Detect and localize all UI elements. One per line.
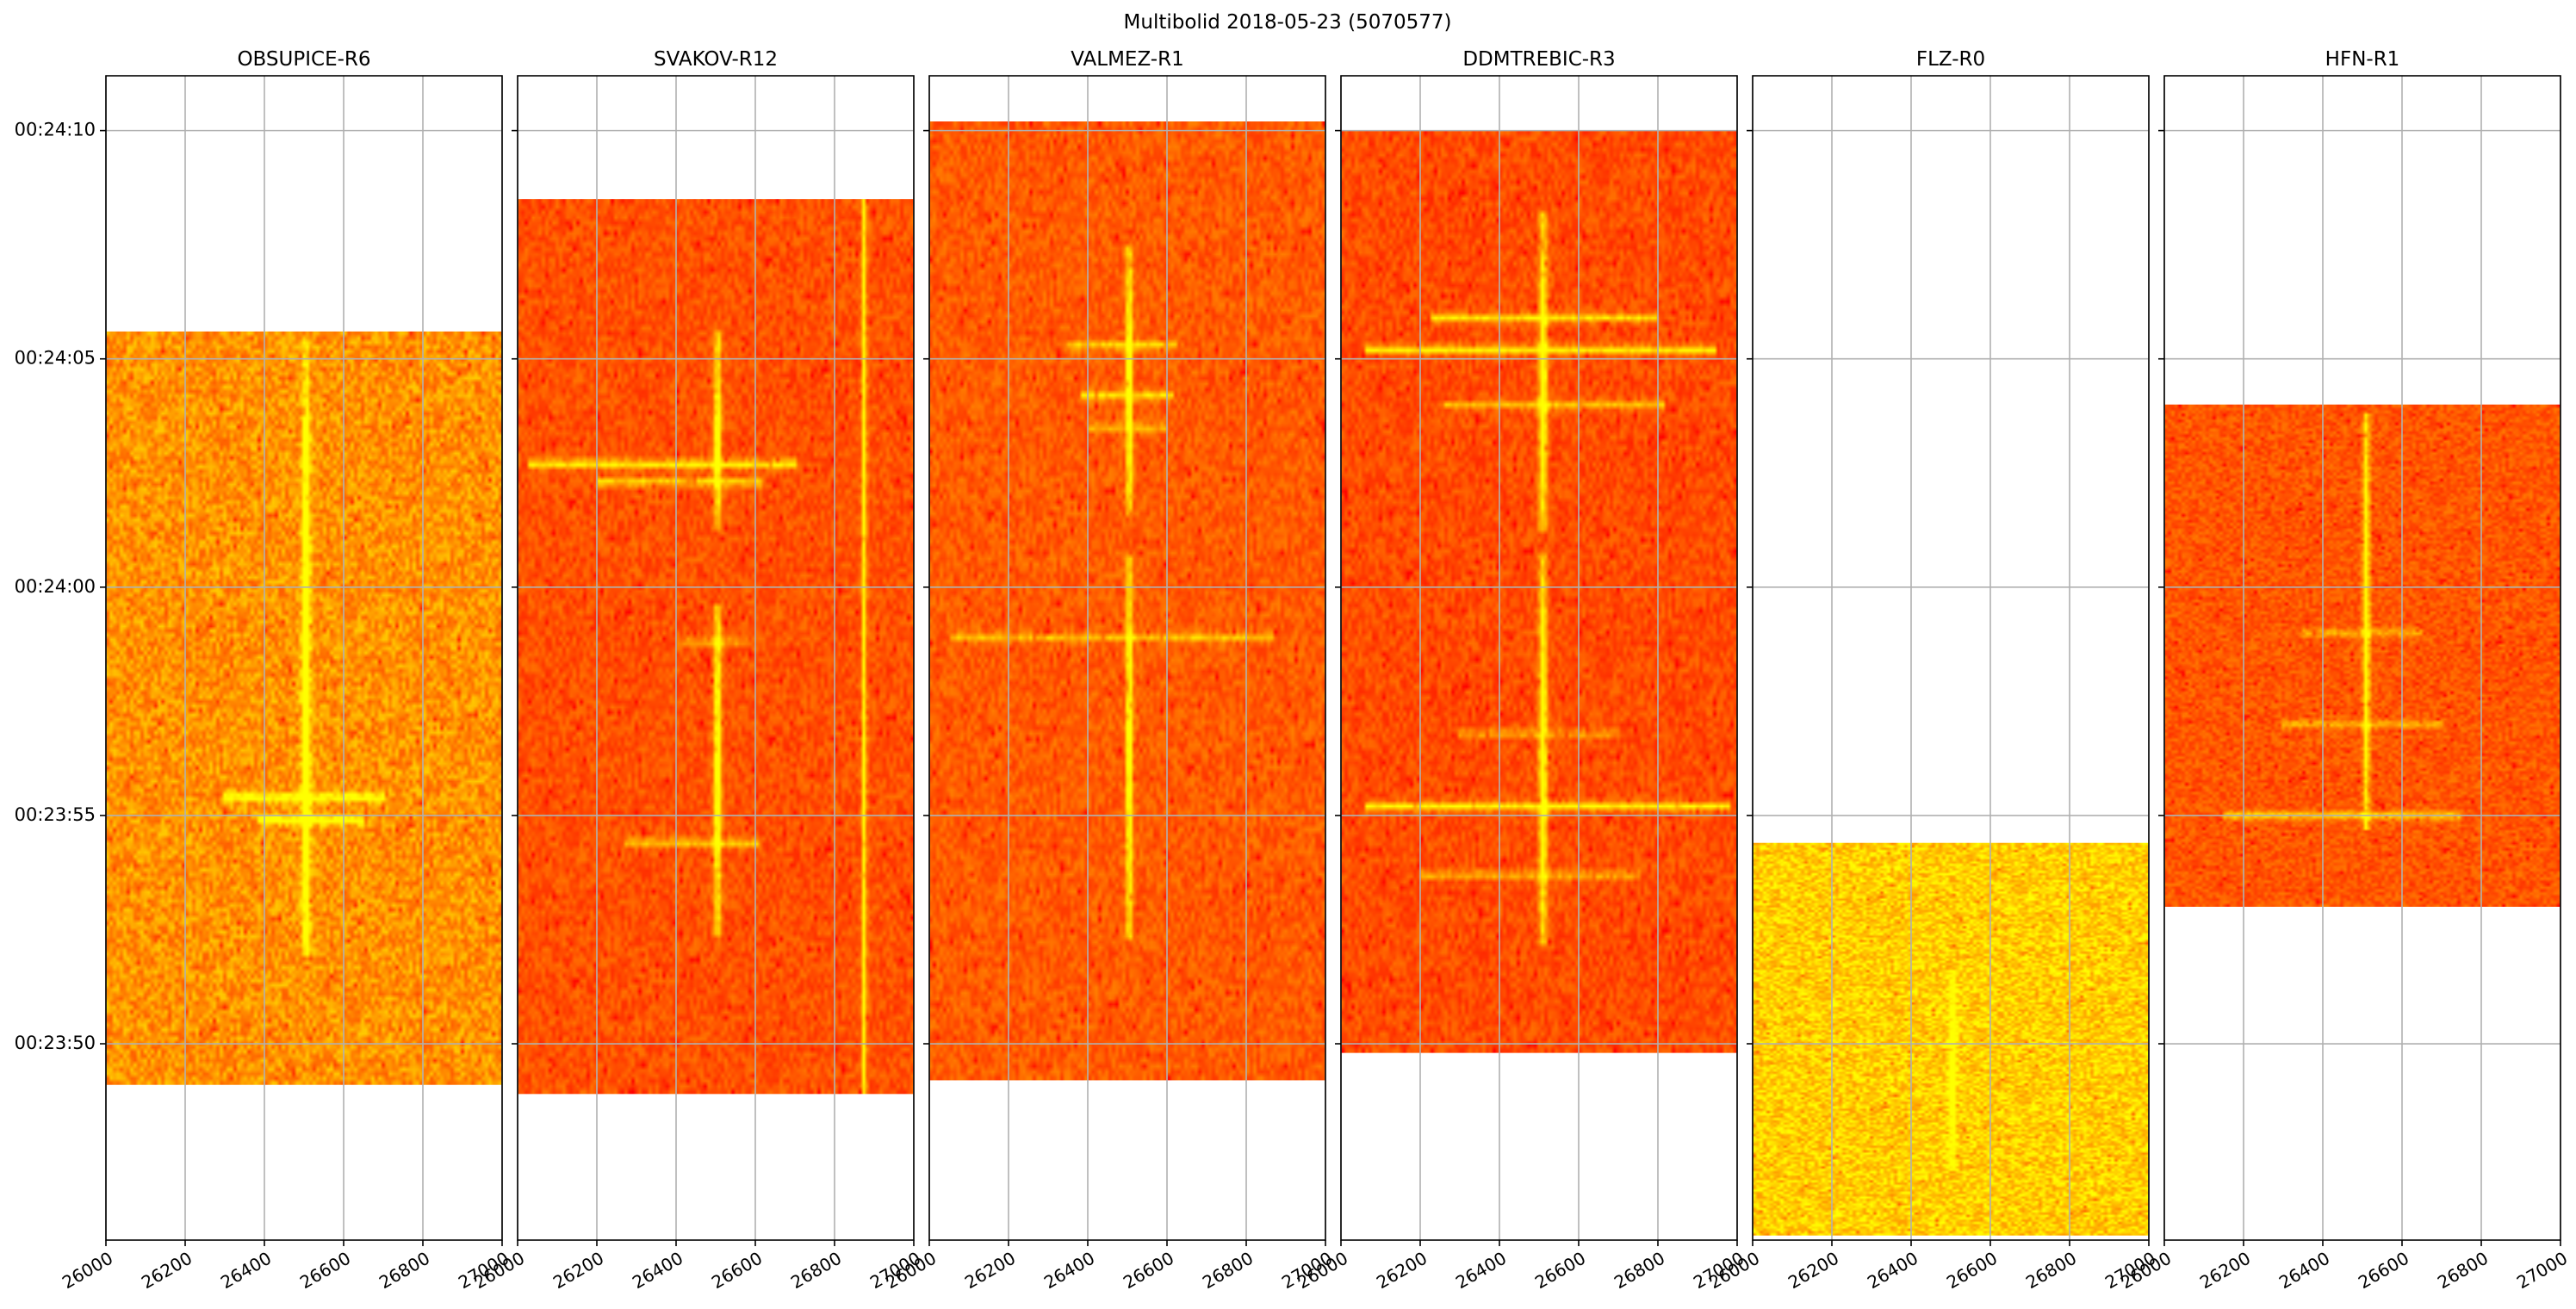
panel-title: DDMTREBIC-R3 [1462, 48, 1615, 71]
x-tick-label: 26400 [2275, 1248, 2333, 1293]
x-tick-label: 26600 [1531, 1248, 1589, 1293]
x-tick-label: 26200 [1785, 1248, 1842, 1293]
spectrogram-image [518, 199, 914, 1095]
x-tick-label: 26400 [1040, 1248, 1098, 1293]
x-tick-label: 26200 [138, 1248, 196, 1293]
spectrogram-image [1341, 130, 1737, 1053]
x-tick-label: 26800 [1611, 1248, 1668, 1293]
panels: OBSUPICE-R6 26000 26200 26400 26600 26800 2700… [15, 48, 2571, 1293]
figure-title: Multibolid 2018-05-23 (5070577) [1124, 11, 1452, 34]
x-tick-label: 26800 [787, 1248, 845, 1293]
x-tick-label: 26000 [59, 1248, 116, 1293]
y-tick-label: 00:24:10 [15, 120, 96, 140]
x-tick-label: 26200 [1373, 1248, 1431, 1293]
panel-title: VALMEZ-R1 [1071, 48, 1183, 71]
x-tick-label: 26800 [2022, 1248, 2080, 1293]
spectrogram-image [1753, 842, 2149, 1236]
x-tick-label: 26800 [376, 1248, 433, 1293]
spectrogram-image [2164, 404, 2560, 907]
axes-frame [517, 75, 915, 1241]
panel-title: FLZ-R0 [1916, 48, 1985, 71]
panel-title: HFN-R1 [2325, 48, 2400, 71]
x-tick-label: 26600 [2355, 1248, 2412, 1293]
x-tick-label: 26800 [2434, 1248, 2492, 1293]
y-tick-label: 00:23:55 [15, 804, 96, 825]
x-tick-label: 26600 [708, 1248, 766, 1293]
spectrogram-image [929, 121, 1325, 1081]
axes-frame [1340, 75, 1738, 1241]
x-tick-label: 26800 [1199, 1248, 1257, 1293]
axes-frame [2163, 75, 2561, 1241]
y-tick-label: 00:23:50 [15, 1033, 96, 1053]
x-tick-label: 26400 [1864, 1248, 1921, 1293]
panel-title: OBSUPICE-R6 [237, 48, 370, 71]
x-tick-label: 27000 [2513, 1248, 2571, 1293]
x-tick-label: 26200 [961, 1248, 1019, 1293]
x-tick-label: 26600 [296, 1248, 354, 1293]
spectrogram-image [106, 331, 502, 1085]
x-tick-label: 26600 [1120, 1248, 1177, 1293]
x-tick-label: 26400 [217, 1248, 275, 1293]
x-tick-label: 26200 [549, 1248, 607, 1293]
x-tick-label: 26600 [1943, 1248, 2001, 1293]
panel-title: SVAKOV-R12 [654, 48, 778, 71]
y-tick-label: 00:24:05 [15, 348, 96, 369]
x-tick-label: 26200 [2196, 1248, 2254, 1293]
x-tick-label: 26400 [1452, 1248, 1510, 1293]
axes-frame [105, 75, 503, 1241]
axes-frame [928, 75, 1326, 1241]
x-tick-label: 26400 [629, 1248, 686, 1293]
axes-frame [1752, 75, 2150, 1241]
y-tick-label: 00:24:00 [15, 576, 96, 597]
